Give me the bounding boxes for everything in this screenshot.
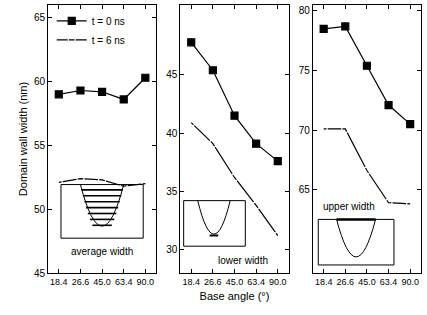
svg-text:70: 70: [299, 125, 311, 136]
svg-text:35: 35: [166, 186, 178, 197]
svg-text:45.0: 45.0: [226, 277, 244, 287]
svg-text:45.0: 45.0: [358, 277, 376, 287]
svg-text:65: 65: [34, 12, 46, 23]
svg-text:average width: average width: [71, 246, 133, 257]
svg-text:90.0: 90.0: [269, 277, 287, 287]
svg-text:45.0: 45.0: [93, 277, 111, 287]
svg-text:t = 6 ns: t = 6 ns: [92, 35, 125, 46]
svg-text:90.0: 90.0: [401, 277, 419, 287]
svg-text:45: 45: [166, 69, 178, 80]
svg-text:upper width: upper width: [323, 201, 375, 212]
svg-text:18.4: 18.4: [315, 277, 333, 287]
svg-text:Base angle (°): Base angle (°): [200, 290, 270, 302]
svg-text:65: 65: [299, 184, 311, 195]
svg-text:Domain wall width (nm): Domain wall width (nm): [17, 82, 29, 196]
svg-text:t = 0 ns: t = 0 ns: [92, 16, 125, 27]
svg-text:lower width: lower width: [218, 255, 268, 266]
svg-text:26.6: 26.6: [337, 277, 355, 287]
svg-text:80: 80: [299, 5, 311, 16]
svg-text:26.6: 26.6: [72, 277, 90, 287]
svg-text:75: 75: [299, 65, 311, 76]
svg-text:18.4: 18.4: [50, 277, 68, 287]
svg-text:63.4: 63.4: [247, 277, 265, 287]
svg-text:30: 30: [166, 244, 178, 255]
svg-text:26.6: 26.6: [204, 277, 222, 287]
svg-text:60: 60: [34, 76, 46, 87]
svg-text:90.0: 90.0: [137, 277, 155, 287]
svg-text:55: 55: [34, 140, 46, 151]
svg-text:18.4: 18.4: [182, 277, 200, 287]
svg-text:50: 50: [34, 204, 46, 215]
svg-text:63.4: 63.4: [115, 277, 133, 287]
svg-text:40: 40: [166, 128, 178, 139]
svg-text:45: 45: [34, 268, 46, 279]
svg-text:63.4: 63.4: [380, 277, 398, 287]
